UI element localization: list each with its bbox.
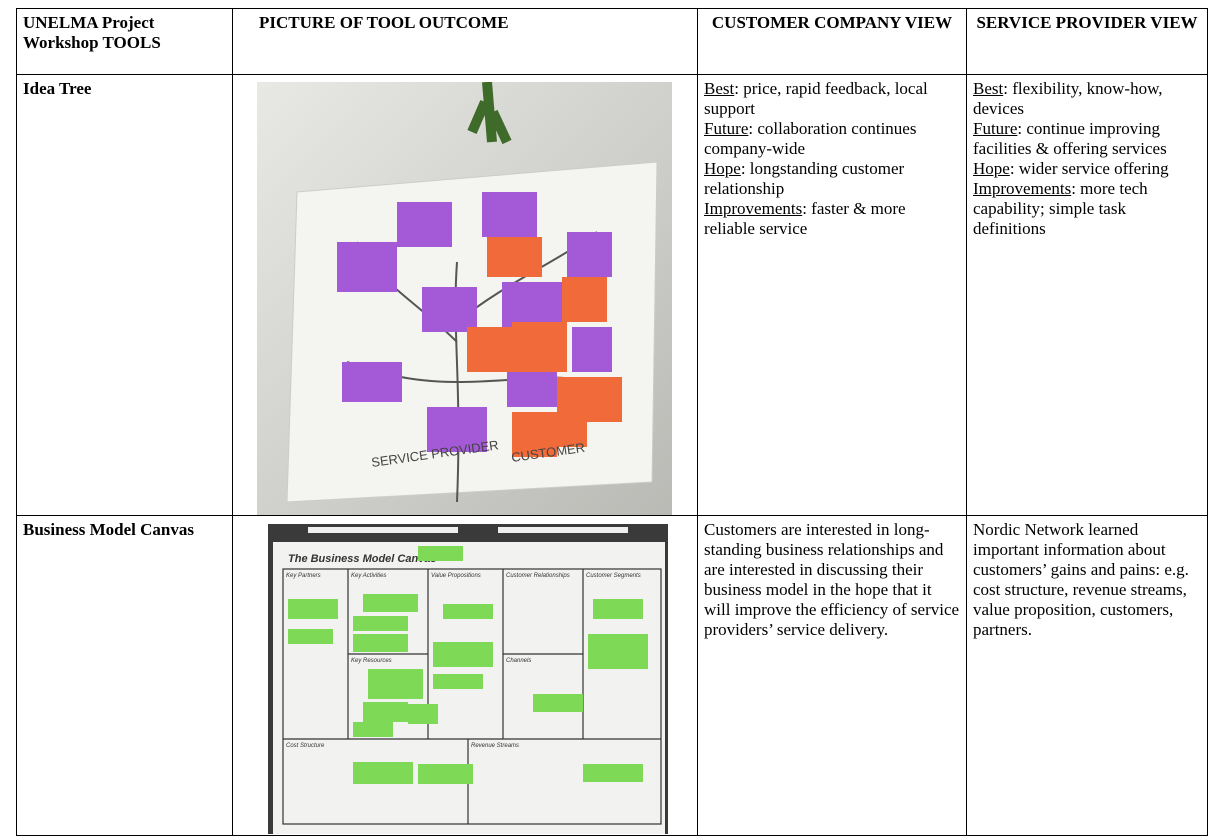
customer-view: Best: price, rapid feedback, local suppo… bbox=[697, 74, 967, 516]
view-item: Best: price, rapid feedback, local suppo… bbox=[704, 79, 960, 119]
view-item: Improvements: more tech capability; simp… bbox=[973, 179, 1201, 239]
view-text: : more tech capability; simple task defi… bbox=[973, 179, 1148, 238]
picture-cell: SERVICE PROVIDER CUSTOMER bbox=[232, 74, 698, 516]
view-item: Future: continue improving facilities & … bbox=[973, 119, 1201, 159]
header-cell: SERVICE PROVIDER VIEW bbox=[966, 8, 1208, 75]
header-row: UNELMA Project Workshop TOOLS PICTURE OF… bbox=[16, 8, 1208, 75]
view-term: Improvements bbox=[704, 199, 803, 218]
view-text: : longstanding customer relationship bbox=[704, 159, 905, 198]
canvas-section: Key Partners bbox=[286, 573, 321, 579]
view-text: : price, rapid feedback, local support bbox=[704, 79, 928, 118]
view-text: : faster & more reliable service bbox=[704, 199, 906, 238]
view-text: : collaboration continues company-wide bbox=[704, 119, 917, 158]
view-item: Best: flexibility, know-how, devices bbox=[973, 79, 1201, 119]
provider-view: Nordic Network learned important informa… bbox=[966, 515, 1208, 836]
view-term: Improvements bbox=[973, 179, 1072, 198]
canvas-section: Revenue Streams bbox=[471, 743, 519, 749]
view-term: Future bbox=[973, 119, 1018, 138]
row: Business Model Canvas The Business Model… bbox=[16, 515, 1208, 836]
view-item: Improvements: faster & more reliable ser… bbox=[704, 199, 960, 239]
view-item: Hope: longstanding customer relationship bbox=[704, 159, 960, 199]
tool-name: Business Model Canvas bbox=[16, 515, 233, 836]
view-term: Future bbox=[704, 119, 749, 138]
view-term: Hope bbox=[704, 159, 741, 178]
view-item: Future: collaboration continues company-… bbox=[704, 119, 960, 159]
header-cell: UNELMA Project Workshop TOOLS bbox=[16, 8, 233, 75]
view-item: Hope: wider service offering bbox=[973, 159, 1201, 179]
view-text: : wider service offering bbox=[1009, 159, 1169, 178]
canvas-title: The Business Model Canvas bbox=[288, 553, 437, 565]
customer-view: Customers are interested in long-standin… bbox=[697, 515, 967, 836]
canvas-section: Cost Structure bbox=[286, 743, 325, 749]
canvas-photo: The Business Model Canvas Key Partners K… bbox=[268, 524, 668, 834]
provider-view: Best: flexibility, know-how, devices Futu… bbox=[966, 74, 1208, 516]
canvas-section: Value Propositions bbox=[431, 573, 481, 579]
view-text: : continue improving facilities & offeri… bbox=[973, 119, 1167, 158]
tool-name: Idea Tree bbox=[16, 74, 233, 516]
picture-cell: The Business Model Canvas Key Partners K… bbox=[232, 515, 698, 836]
canvas-section: Key Resources bbox=[351, 658, 392, 664]
view-term: Hope bbox=[973, 159, 1010, 178]
header-cell: PICTURE OF TOOL OUTCOME bbox=[232, 8, 698, 75]
canvas-section: Channels bbox=[506, 658, 531, 664]
tools-table: UNELMA Project Workshop TOOLS PICTURE OF… bbox=[16, 8, 1208, 836]
view-term: Best bbox=[973, 79, 1004, 98]
header-cell: CUSTOMER COMPANY VIEW bbox=[697, 8, 967, 75]
row: Idea Tree SERVICE PROVIDER CUSTOMER Best… bbox=[16, 74, 1208, 516]
view-text: : flexibility, know-how, devices bbox=[973, 79, 1163, 118]
idea-tree-photo: SERVICE PROVIDER CUSTOMER bbox=[257, 82, 672, 515]
canvas-section: Customer Relationships bbox=[506, 573, 570, 579]
view-term: Best bbox=[704, 79, 735, 98]
canvas-section: Key Activities bbox=[351, 573, 386, 579]
canvas-section: Customer Segments bbox=[586, 573, 641, 579]
